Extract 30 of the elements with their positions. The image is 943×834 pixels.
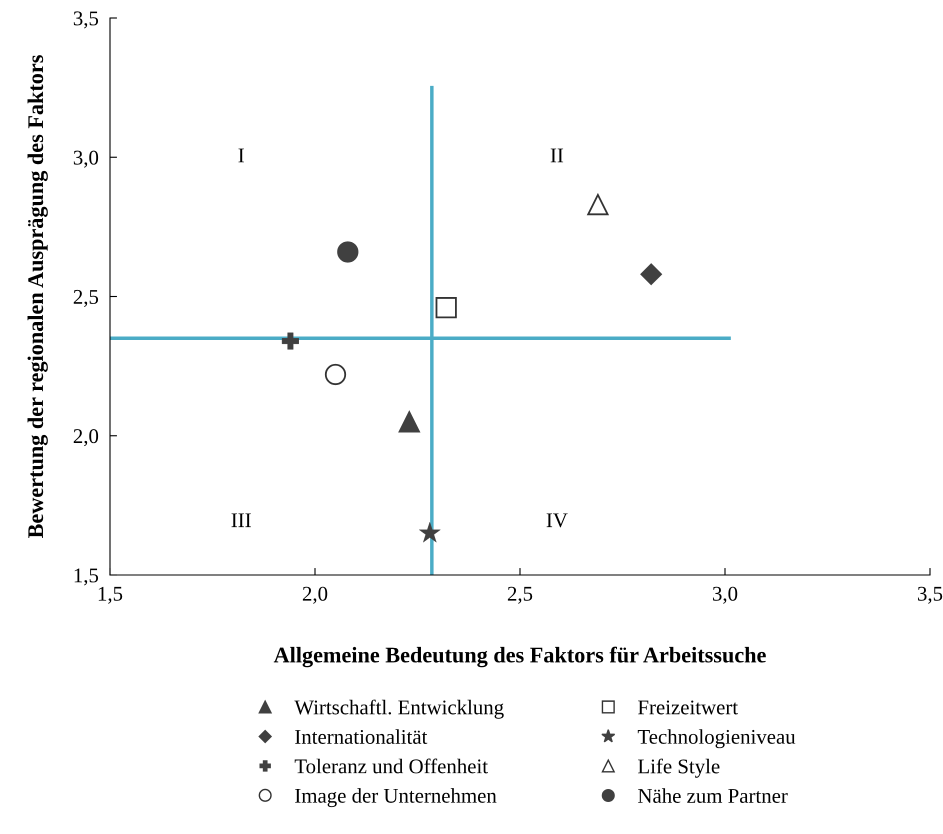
annotation: IV: [546, 513, 568, 528]
legend-label: Nähe zum Partner: [638, 788, 788, 803]
point: [640, 263, 662, 285]
y-tick-label: 2,0: [74, 429, 98, 446]
x-tick-label: 2,5: [508, 586, 532, 604]
legend-label: Freizeitwert: [638, 700, 738, 714]
annotation: III: [232, 513, 251, 528]
annotation: II: [550, 148, 564, 162]
x-tick-label: 3,5: [918, 586, 942, 604]
y-tick-label: 2,5: [74, 290, 98, 307]
point: [324, 364, 346, 386]
x-axis-title: Allgemeine Bedeutung des Faktors für Arbeitssuche: [274, 646, 766, 668]
point: [436, 297, 457, 318]
annotation: I: [238, 148, 244, 162]
legend-label: Technologieniveau: [638, 729, 796, 748]
x-tick-label: 3,0: [712, 586, 738, 604]
legend-label: Image der Unternehmen: [295, 788, 496, 808]
y-tick-label: 1,5: [74, 568, 98, 586]
legend-label: Wirtschaftl. Entwicklung: [294, 700, 504, 719]
legend-label: Internationalität: [295, 729, 428, 744]
legend-label: Toleranz und Offenheit: [294, 758, 488, 774]
y-tick-label: 3,0: [74, 150, 98, 168]
point: [587, 194, 609, 216]
x-tick-label: 1,5: [98, 586, 122, 604]
y-axis-title: Bewertung der regionalen Ausprägung des Faktors: [28, 55, 48, 538]
x-tick-label: 2,0: [302, 586, 328, 604]
legend-label: Life Style: [638, 758, 720, 778]
y-tick-label: 3,5: [74, 11, 98, 28]
point: [398, 411, 420, 432]
point: [337, 241, 358, 263]
